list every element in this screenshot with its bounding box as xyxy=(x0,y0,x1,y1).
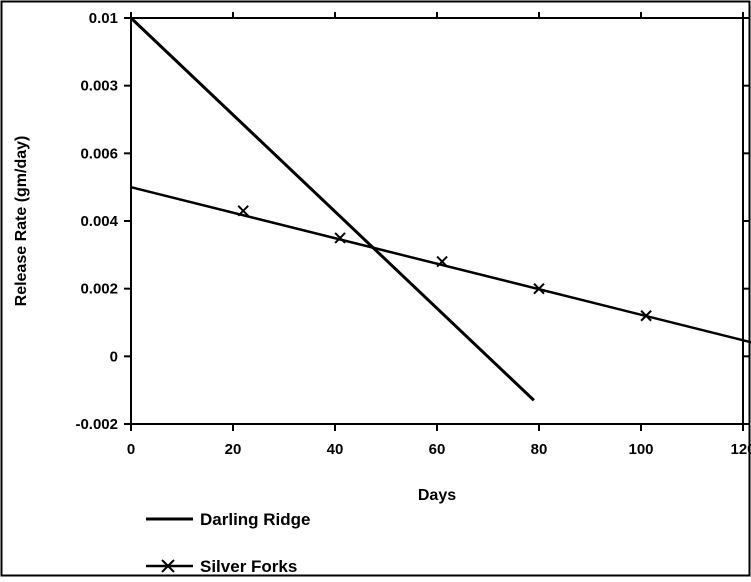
x-tick-label: 60 xyxy=(429,441,446,458)
x-tick-label: 40 xyxy=(327,441,344,458)
x-axis-title: Days xyxy=(418,487,456,504)
legend-marker-silver-forks xyxy=(161,559,175,573)
y-tick-label: 0.002 xyxy=(80,281,118,298)
data-point-silver-forks xyxy=(533,282,545,295)
x-tick-label: 20 xyxy=(225,441,242,458)
legend: Darling Ridge Silver Forks xyxy=(146,510,311,576)
y-tick-label: 0.006 xyxy=(80,145,118,162)
legend-label-silver-forks: Silver Forks xyxy=(200,557,297,576)
data-point-silver-forks xyxy=(436,255,448,268)
legend-label-darling-ridge: Darling Ridge xyxy=(200,510,311,529)
y-tick-label: 0 xyxy=(110,348,118,365)
legend-item-silver-forks: Silver Forks xyxy=(146,557,297,576)
y-tick-label: 0.01 xyxy=(89,10,118,27)
series-layer xyxy=(129,16,751,402)
y-tick-label: 0.003 xyxy=(80,78,118,95)
series-line-silver-forks xyxy=(130,185,751,344)
x-tick-label: 100 xyxy=(628,441,653,458)
series-silver-forks xyxy=(130,185,751,344)
y-tick-label: -0.002 xyxy=(75,416,118,433)
data-point-silver-forks xyxy=(237,205,249,217)
series-line-darling-ridge xyxy=(129,16,535,402)
data-point-silver-forks xyxy=(640,310,652,322)
series-darling-ridge xyxy=(129,16,535,402)
x-tick-label: 120 xyxy=(730,441,751,458)
x-tick-label: 0 xyxy=(127,441,135,458)
y-axis-title: Release Rate (gm/day) xyxy=(13,136,30,307)
legend-item-darling-ridge: Darling Ridge xyxy=(146,510,311,529)
plot-area xyxy=(130,17,744,425)
data-point-silver-forks xyxy=(334,232,346,244)
x-tick-label: 80 xyxy=(531,441,548,458)
y-tick-label: 0.004 xyxy=(80,213,118,230)
y-tick-labels: -0.002 0 0.002 0.004 0.006 0.003 0.01 xyxy=(75,10,118,433)
x-tick-labels: 0 20 40 60 80 100 120 xyxy=(127,441,751,458)
axis-ticks xyxy=(124,12,749,431)
